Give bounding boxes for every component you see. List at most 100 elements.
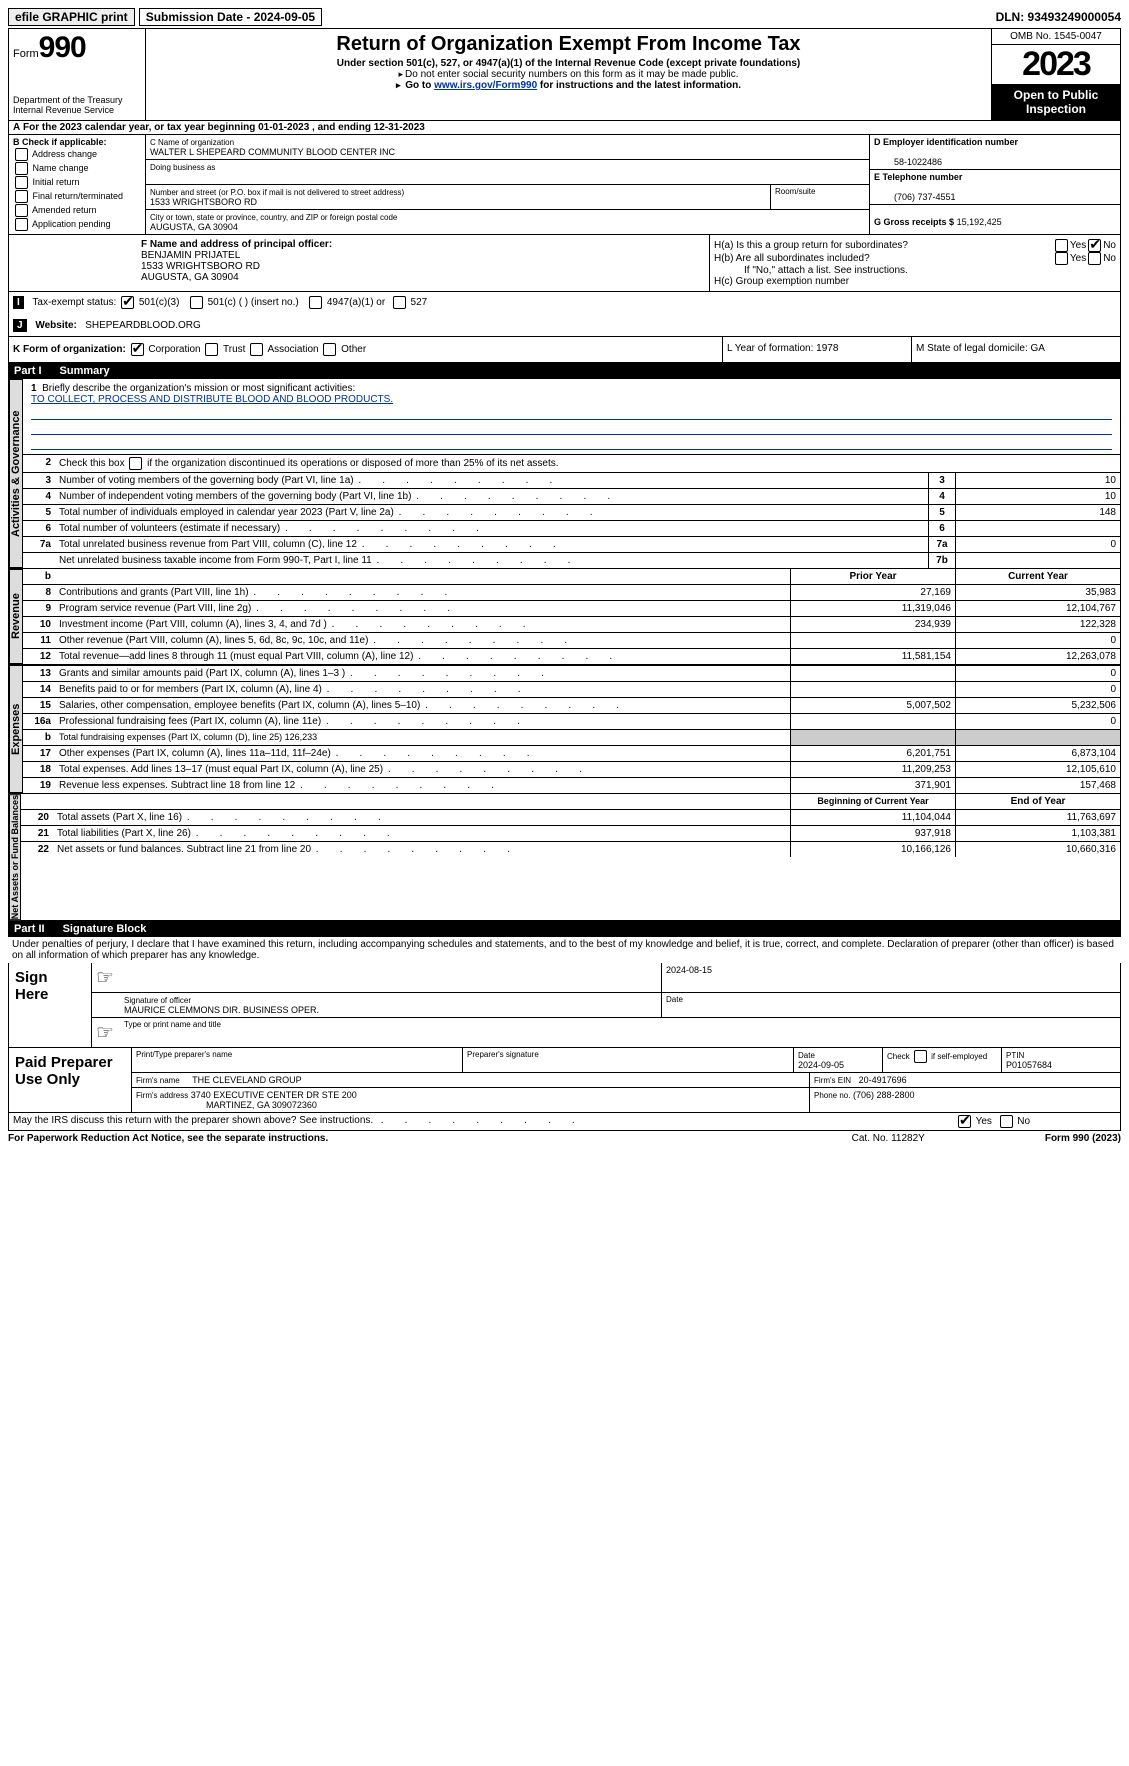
ein-value: 58-1022486	[874, 157, 942, 167]
signature-block: Sign Here ☞ 2024-08-15 Signature of offi…	[8, 963, 1121, 1131]
hb-no[interactable]	[1088, 252, 1101, 265]
data-line: 18Total expenses. Add lines 13–17 (must …	[23, 761, 1120, 777]
open-inspection: Open to Public Inspection	[992, 84, 1120, 120]
chk-discontinued[interactable]	[129, 457, 142, 470]
firm-addr1: 3740 EXECUTIVE CENTER DR STE 200	[191, 1090, 357, 1100]
chk-initial-return[interactable]: Initial return	[13, 176, 141, 189]
line-a: A For the 2023 calendar year, or tax yea…	[9, 120, 1120, 134]
perjury-text: Under penalties of perjury, I declare th…	[8, 937, 1121, 963]
year-formation: L Year of formation: 1978	[723, 337, 912, 362]
officer-name: BENJAMIN PRIJATEL	[141, 250, 240, 261]
k-lbl: K Form of organization:	[13, 344, 126, 355]
o-trust: Trust	[223, 344, 245, 355]
discuss-yes[interactable]	[958, 1115, 971, 1128]
summary-box: Activities & Governance 1 Briefly descri…	[8, 379, 1121, 921]
subtitle-3: Go to www.irs.gov/Form990 for instructio…	[152, 80, 985, 91]
tax-status-lbl: Tax-exempt status:	[32, 297, 116, 308]
o-501c3: 501(c)(3)	[139, 297, 180, 308]
prep-date: 2024-09-05	[798, 1060, 844, 1070]
part2-header: Part II Signature Block	[8, 921, 1121, 937]
addr-lbl: Number and street (or P.O. box if mail i…	[150, 188, 404, 197]
footer-mid: Cat. No. 11282Y	[852, 1133, 925, 1144]
a-yes[interactable]	[1055, 239, 1068, 252]
hb-yes[interactable]	[1055, 252, 1068, 265]
gov-line: 7aTotal unrelated business revenue from …	[23, 536, 1120, 552]
mission-block: 1 Briefly describe the organization's mi…	[23, 379, 1120, 454]
prep-name-lbl: Print/Type preparer's name	[132, 1048, 463, 1072]
omb-number: OMB No. 1545-0047	[992, 29, 1120, 45]
chk-name-change[interactable]: Name change	[13, 162, 141, 175]
ha-label: H(a) Is this a group return for subordin…	[714, 240, 1053, 251]
data-line: 21Total liabilities (Part X, line 26)937…	[21, 825, 1120, 841]
submission-date: Submission Date - 2024-09-05	[139, 8, 322, 26]
phone-lbl: E Telephone number	[874, 172, 962, 182]
chk-501c3[interactable]	[121, 296, 134, 309]
ptin-val: P01057684	[1006, 1060, 1052, 1070]
line-ij: I Tax-exempt status: 501(c)(3) 501(c) ( …	[9, 291, 1120, 336]
form-title: Return of Organization Exempt From Incom…	[152, 33, 985, 56]
org-name: WALTER L SHEPEARD COMMUNITY BLOOD CENTER…	[150, 147, 395, 157]
yes-label2: Yes	[1070, 253, 1086, 264]
room-lbl: Room/suite	[775, 187, 815, 196]
mission-a: TO COLLECT, PROCESS AND DISTRIBUTE BLOOD…	[31, 394, 393, 405]
chk-self-employed[interactable]	[914, 1050, 927, 1063]
date-lbl: Date	[662, 993, 1120, 1017]
firm-lbl: Firm's name	[136, 1076, 180, 1085]
data-line: 12Total revenue—add lines 8 through 11 (…	[23, 648, 1120, 664]
chk-address-change[interactable]: Address change	[13, 148, 141, 161]
gov-line: 4Number of independent voting members of…	[23, 488, 1120, 504]
gov-line: 6Total number of volunteers (estimate if…	[23, 520, 1120, 536]
chk-assoc[interactable]	[250, 343, 263, 356]
firm-addr2: MARTINEZ, GA 309072360	[136, 1100, 317, 1110]
data-line: 20Total assets (Part X, line 16)11,104,0…	[21, 809, 1120, 825]
ptin-lbl: PTIN	[1006, 1051, 1024, 1060]
chk-corp[interactable]	[131, 343, 144, 356]
data-line: 17Other expenses (Part IX, column (A), l…	[23, 745, 1120, 761]
part2-label: Part II	[14, 923, 45, 935]
ha-no[interactable]	[1088, 239, 1101, 252]
discuss-no[interactable]	[1000, 1115, 1013, 1128]
top-bar: efile GRAPHIC print Submission Date - 20…	[8, 8, 1121, 26]
header-grid: B Check if applicable: Address change Na…	[9, 134, 1120, 234]
gov-line: 5Total number of individuals employed in…	[23, 504, 1120, 520]
chk-501c[interactable]	[190, 296, 203, 309]
data-line: 15Salaries, other compensation, employee…	[23, 697, 1120, 713]
prior-year-hdr: Prior Year	[790, 569, 955, 584]
c-name-lbl: C Name of organization	[150, 138, 234, 147]
no-label2: No	[1103, 253, 1116, 264]
chk-final-return[interactable]: Final return/terminated	[13, 190, 141, 203]
efile-button[interactable]: efile GRAPHIC print	[8, 8, 135, 26]
line-klm: K Form of organization: Corporation Trus…	[9, 336, 1120, 362]
firm-ein-lbl: Firm's EIN	[814, 1076, 851, 1085]
firm-addr-lbl: Firm's address	[136, 1091, 188, 1100]
o-assoc: Association	[267, 344, 318, 355]
chk-amended[interactable]: Amended return	[13, 204, 141, 217]
irs-link[interactable]: www.irs.gov/Form990	[434, 80, 537, 91]
data-line: 11Other revenue (Part VIII, column (A), …	[23, 632, 1120, 648]
city-lbl: City or town, state or province, country…	[150, 213, 397, 222]
firm-phone-lbl: Phone no.	[814, 1091, 850, 1100]
goto-post: for instructions and the latest informat…	[537, 80, 741, 91]
form-header: Form990 Department of the Treasury Inter…	[9, 29, 1120, 120]
discuss-yes-lbl: Yes	[976, 1116, 992, 1127]
chk-app-pending[interactable]: Application pending	[13, 218, 141, 231]
website-value: SHEPEARDBLOOD.ORG	[85, 320, 201, 331]
b-header: B Check if applicable:	[13, 137, 107, 147]
firm-phone: (706) 288-2800	[853, 1090, 915, 1100]
chk-other[interactable]	[323, 343, 336, 356]
gov-line: Net unrelated business taxable income fr…	[23, 552, 1120, 568]
chk-527[interactable]	[393, 296, 406, 309]
chk-4947[interactable]	[309, 296, 322, 309]
tab-governance: Activities & Governance	[9, 379, 23, 568]
page-footer: For Paperwork Reduction Act Notice, see …	[8, 1131, 1121, 1146]
hc-label: H(c) Group exemption number	[714, 276, 1116, 287]
yes-label: Yes	[1070, 240, 1086, 251]
gross-value: 15,192,425	[957, 217, 1002, 227]
eoy-hdr: End of Year	[955, 794, 1120, 809]
street-address: 1533 WRIGHTSBORO RD	[150, 197, 257, 207]
data-line: 13Grants and similar amounts paid (Part …	[23, 665, 1120, 681]
b-col: b	[23, 569, 55, 584]
chk-trust[interactable]	[205, 343, 218, 356]
data-line: 16aProfessional fundraising fees (Part I…	[23, 713, 1120, 729]
ein-lbl: D Employer identification number	[874, 137, 1018, 147]
